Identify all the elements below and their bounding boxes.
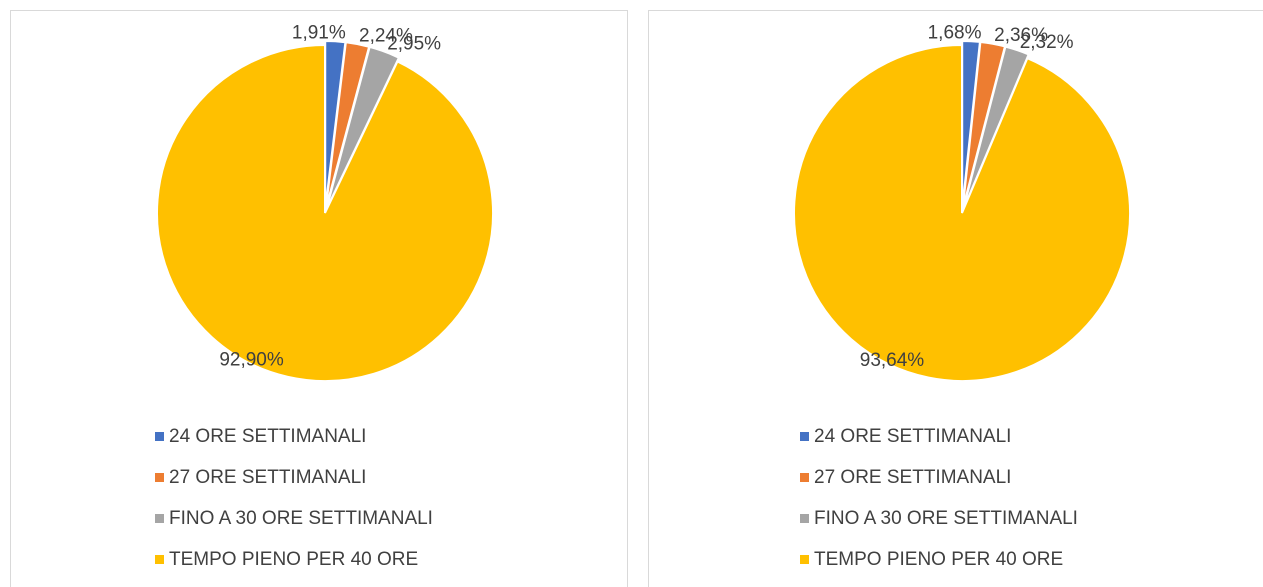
- data-label: 2,36%: [994, 25, 1048, 46]
- data-label: 1,91%: [292, 23, 346, 44]
- data-label: 92,90%: [219, 349, 284, 370]
- legend-swatch: [155, 514, 164, 523]
- legend-label: FINO A 30 ORE SETTIMANALI: [169, 508, 433, 529]
- data-label: 2,95%: [387, 33, 441, 54]
- pie-slice: [962, 45, 1030, 210]
- legend-swatch: [800, 432, 809, 441]
- legend-label: TEMPO PIENO PER 40 ORE: [814, 549, 1063, 570]
- legend-label: 27 ORE SETTIMANALI: [169, 467, 366, 488]
- pie-slice: [793, 43, 1131, 382]
- legend-label: 24 ORE SETTIMANALI: [169, 426, 366, 447]
- legend-swatch: [800, 473, 809, 482]
- legend-swatch: [800, 555, 809, 564]
- data-label: 2,32%: [1020, 32, 1074, 53]
- legend-label: 27 ORE SETTIMANALI: [814, 467, 1011, 488]
- data-label: 93,64%: [860, 350, 925, 371]
- legend-swatch: [155, 432, 164, 441]
- panel-border: [10, 10, 628, 587]
- legend-label: TEMPO PIENO PER 40 ORE: [169, 549, 418, 570]
- pie-slice: [156, 43, 494, 382]
- legend-swatch: [155, 555, 164, 564]
- data-label: 2,24%: [359, 26, 413, 47]
- legend-swatch: [800, 514, 809, 523]
- pie-slice: [325, 45, 401, 210]
- panel-border: [648, 10, 1263, 587]
- legend-label: 24 ORE SETTIMANALI: [814, 426, 1011, 447]
- legend-label: FINO A 30 ORE SETTIMANALI: [814, 508, 1078, 529]
- data-label: 1,68%: [928, 23, 982, 44]
- legend-swatch: [155, 473, 164, 482]
